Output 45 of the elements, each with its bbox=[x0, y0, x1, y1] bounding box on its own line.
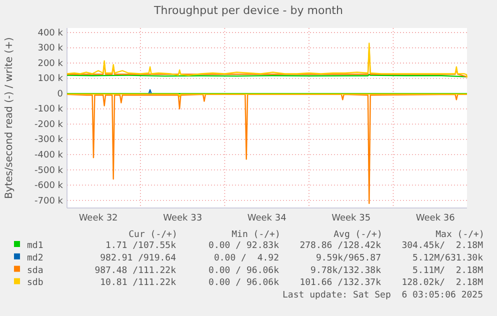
text: 0.00 / 92.83k bbox=[208, 241, 280, 251]
text: Max (-/+) bbox=[436, 230, 484, 240]
text: Last update: Sat Sep 6 03:05:06 2025 bbox=[282, 290, 483, 301]
text: 5.11M/ 2.18M bbox=[412, 266, 484, 276]
x-tick-label: Week 33 bbox=[163, 213, 202, 224]
y-tick-label: -400 k bbox=[34, 150, 64, 160]
y-tick-label: -300 k bbox=[34, 135, 64, 146]
x-tick-label: Week 32 bbox=[78, 213, 118, 224]
legend-label: md2 bbox=[27, 253, 44, 264]
text: 304.45k/ 2.18M bbox=[402, 241, 484, 251]
text: 982.91 /919.64 bbox=[100, 253, 176, 264]
text: 0.00 / 96.06k bbox=[208, 266, 280, 276]
y-tick-label: -100 k bbox=[34, 104, 64, 115]
text: Avg (-/+) bbox=[334, 230, 382, 240]
text: 9.59k/965.87 bbox=[316, 253, 381, 264]
text: 10.81 /111.22k bbox=[100, 278, 177, 288]
text: 0.00 / 4.92 bbox=[214, 253, 279, 264]
x-tick-label: Week 36 bbox=[416, 213, 456, 224]
legend-label: sdb bbox=[27, 278, 44, 288]
text: 0.00 / 96.06k bbox=[208, 278, 280, 288]
text: 9.78k/132.38k bbox=[310, 266, 382, 276]
x-tick-label: Week 35 bbox=[332, 213, 371, 224]
y-tick-label: 100 k bbox=[38, 74, 64, 84]
legend-label: md1 bbox=[27, 241, 44, 251]
x-tick-label: Week 34 bbox=[247, 213, 287, 224]
chart-title: Throughput per device - by month bbox=[153, 4, 343, 17]
text: 987.48 /111.22k bbox=[94, 266, 177, 276]
y-tick-label: 200 k bbox=[38, 58, 64, 69]
text: 128.02k/ 2.18M bbox=[402, 278, 484, 288]
y-tick-label: 300 k bbox=[38, 44, 64, 54]
y-tick-label: -200 k bbox=[34, 120, 64, 130]
y-tick-label: 0 bbox=[57, 89, 64, 100]
y-axis-title: Bytes/second read (-) / write (+) bbox=[4, 37, 15, 199]
y-tick-label: -700 k bbox=[34, 196, 64, 206]
y-tick-label: -500 k bbox=[34, 166, 64, 176]
text: Cur (-/+) bbox=[128, 230, 178, 240]
line-series bbox=[66, 94, 468, 204]
text: Min (-/+) bbox=[232, 230, 280, 240]
text: 101.66 /132.37k bbox=[300, 278, 382, 288]
y-tick-label: 400 k bbox=[38, 28, 64, 38]
text: 278.86 /128.42k bbox=[300, 241, 382, 251]
text: 5.12M/631.30k bbox=[412, 253, 484, 264]
y-tick-label: -600 k bbox=[34, 181, 64, 191]
text: 1.71 /107.55k bbox=[106, 241, 177, 251]
legend-label: sda bbox=[27, 266, 44, 276]
